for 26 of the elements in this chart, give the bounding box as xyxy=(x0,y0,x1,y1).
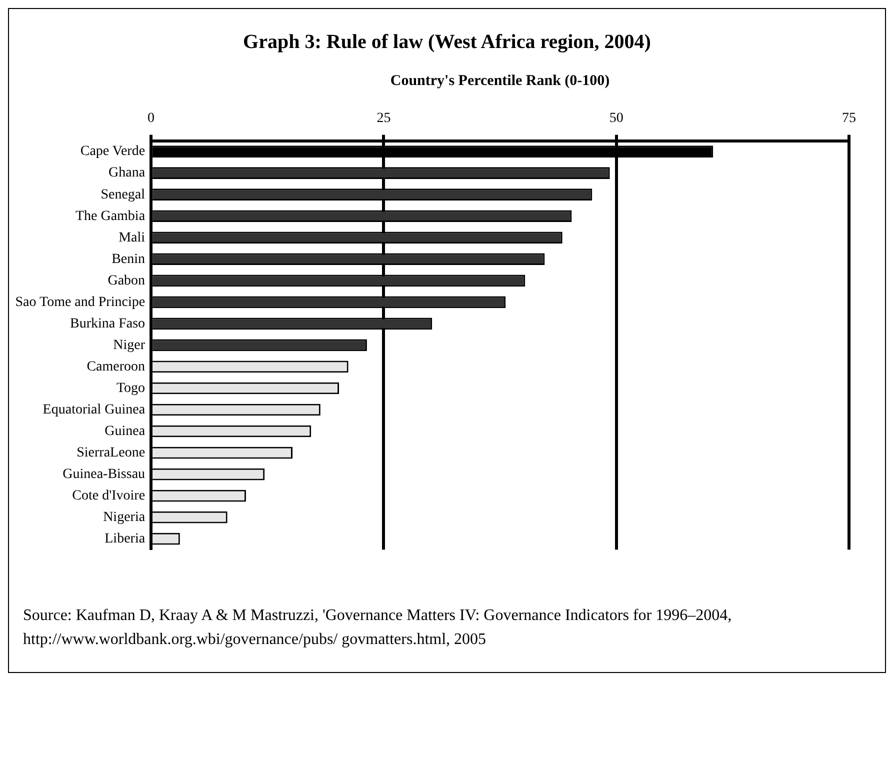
y-tick-label: Benin xyxy=(112,252,146,267)
y-tick-label: Togo xyxy=(116,380,146,396)
y-tick-label: Guinea xyxy=(104,424,146,439)
y-tick-label: Niger xyxy=(113,338,146,353)
y-tick-label: SierraLeone xyxy=(76,445,146,460)
chart-title: Graph 3: Rule of law (West Africa region, 2004) xyxy=(242,31,652,54)
y-tick-label: Cameroon xyxy=(86,359,146,374)
y-tick-label: Nigeria xyxy=(103,510,146,525)
x-tick-label: 25 xyxy=(376,111,391,126)
source-note: Source: Kaufman D, Kraay A & M Mastruzzi, 'Governance Matters IV: Governance Indicators for 1996–2004, http://www.worldbank.org.wbi/governance/pubs/ govmatters.html, 2005 xyxy=(23,606,733,650)
x-tick-label: 75 xyxy=(842,111,856,126)
y-tick-label: Liberia xyxy=(104,532,146,547)
y-tick-label: Cote d'Ivoire xyxy=(72,488,146,504)
y-tick-label: Sao Tome and Principe xyxy=(15,294,146,310)
x-tick-label: 50 xyxy=(609,111,624,126)
y-tick-label: Burkina Faso xyxy=(70,316,146,332)
y-tick-label: Gabon xyxy=(108,273,146,288)
y-tick-label: The Gambia xyxy=(75,208,146,224)
x-tick-label: 0 xyxy=(148,111,155,126)
y-tick-label: Ghana xyxy=(108,166,146,181)
x-axis-title: Country's Percentile Rank (0-100) xyxy=(390,72,610,89)
y-tick-label: Senegal xyxy=(100,187,146,202)
y-tick-label: Guinea-Bissau xyxy=(62,466,146,482)
y-tick-label: Equatorial Guinea xyxy=(42,402,146,418)
y-tick-label: Cape Verde xyxy=(80,144,146,160)
y-tick-label: Mali xyxy=(118,230,146,246)
